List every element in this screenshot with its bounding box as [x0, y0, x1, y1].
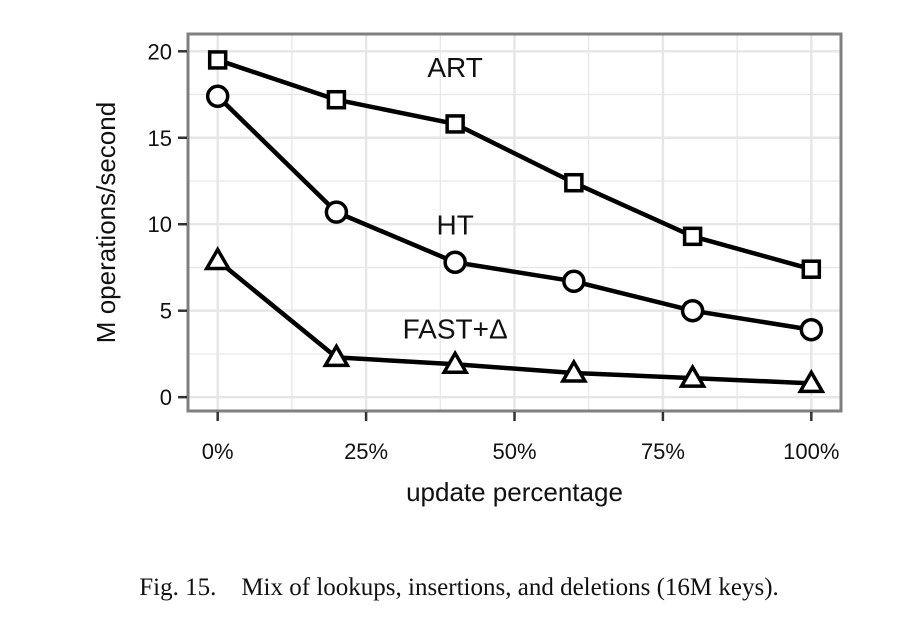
y-tick-label: 15	[148, 126, 172, 151]
x-tick-label: 100%	[783, 439, 839, 464]
series	[203, 50, 826, 394]
series-line-fast	[216, 258, 812, 386]
y-tick-label: 20	[148, 39, 172, 64]
grid	[188, 34, 841, 411]
axis-ticks: 0% 25% 50% 75% 100% 0 5 10 15 20	[148, 39, 840, 464]
series-labels: ART HT FAST+Δ	[403, 52, 508, 344]
y-tick-label: 0	[160, 385, 172, 410]
x-tick-label: 50%	[492, 439, 536, 464]
marker-triangle-fast	[797, 368, 826, 394]
series-line-art	[216, 57, 812, 272]
figure-caption: Fig. 15. Mix of lookups, insertions, and…	[0, 574, 918, 602]
series-label-ht: HT	[436, 210, 473, 241]
marker-triangle-fast	[678, 363, 707, 388]
series-label-fast: FAST+Δ	[403, 313, 508, 344]
y-axis-title: M operations/second	[91, 102, 121, 343]
marker-square-art	[445, 114, 465, 134]
marker-triangle-fast	[203, 246, 232, 271]
marker-triangle-fast	[322, 342, 351, 368]
marker-square-art	[564, 172, 584, 193]
marker-circle-ht	[443, 250, 467, 275]
y-tick-label: 5	[160, 299, 172, 324]
marker-circle-ht	[799, 317, 824, 342]
series-line-ht	[216, 94, 812, 332]
marker-square-art	[207, 50, 228, 70]
figure-caption-text: Mix of lookups, insertions, and deletion…	[241, 574, 779, 601]
y-tick-label: 10	[148, 212, 172, 237]
line-chart: 0% 25% 50% 75% 100% 0 5 10 15 20 ART HT FAST+Δ upda…	[91, 32, 843, 507]
marker-circle-ht	[562, 269, 586, 294]
marker-square-art	[801, 259, 822, 279]
marker-square-art	[682, 226, 703, 247]
x-tick-label: 75%	[641, 439, 685, 464]
marker-square-art	[326, 89, 347, 110]
figure-caption-label: Fig. 15.	[139, 574, 217, 601]
series-label-art: ART	[427, 52, 483, 83]
x-tick-label: 25%	[344, 439, 388, 464]
x-axis-title: update percentage	[406, 477, 623, 507]
marker-circle-ht	[324, 200, 349, 224]
marker-triangle-fast	[559, 358, 588, 383]
marker-triangle-fast	[441, 349, 470, 375]
marker-circle-ht	[680, 298, 705, 323]
x-tick-label: 0%	[202, 439, 234, 464]
plot-frame	[186, 32, 843, 413]
marker-circle-ht	[205, 84, 230, 109]
